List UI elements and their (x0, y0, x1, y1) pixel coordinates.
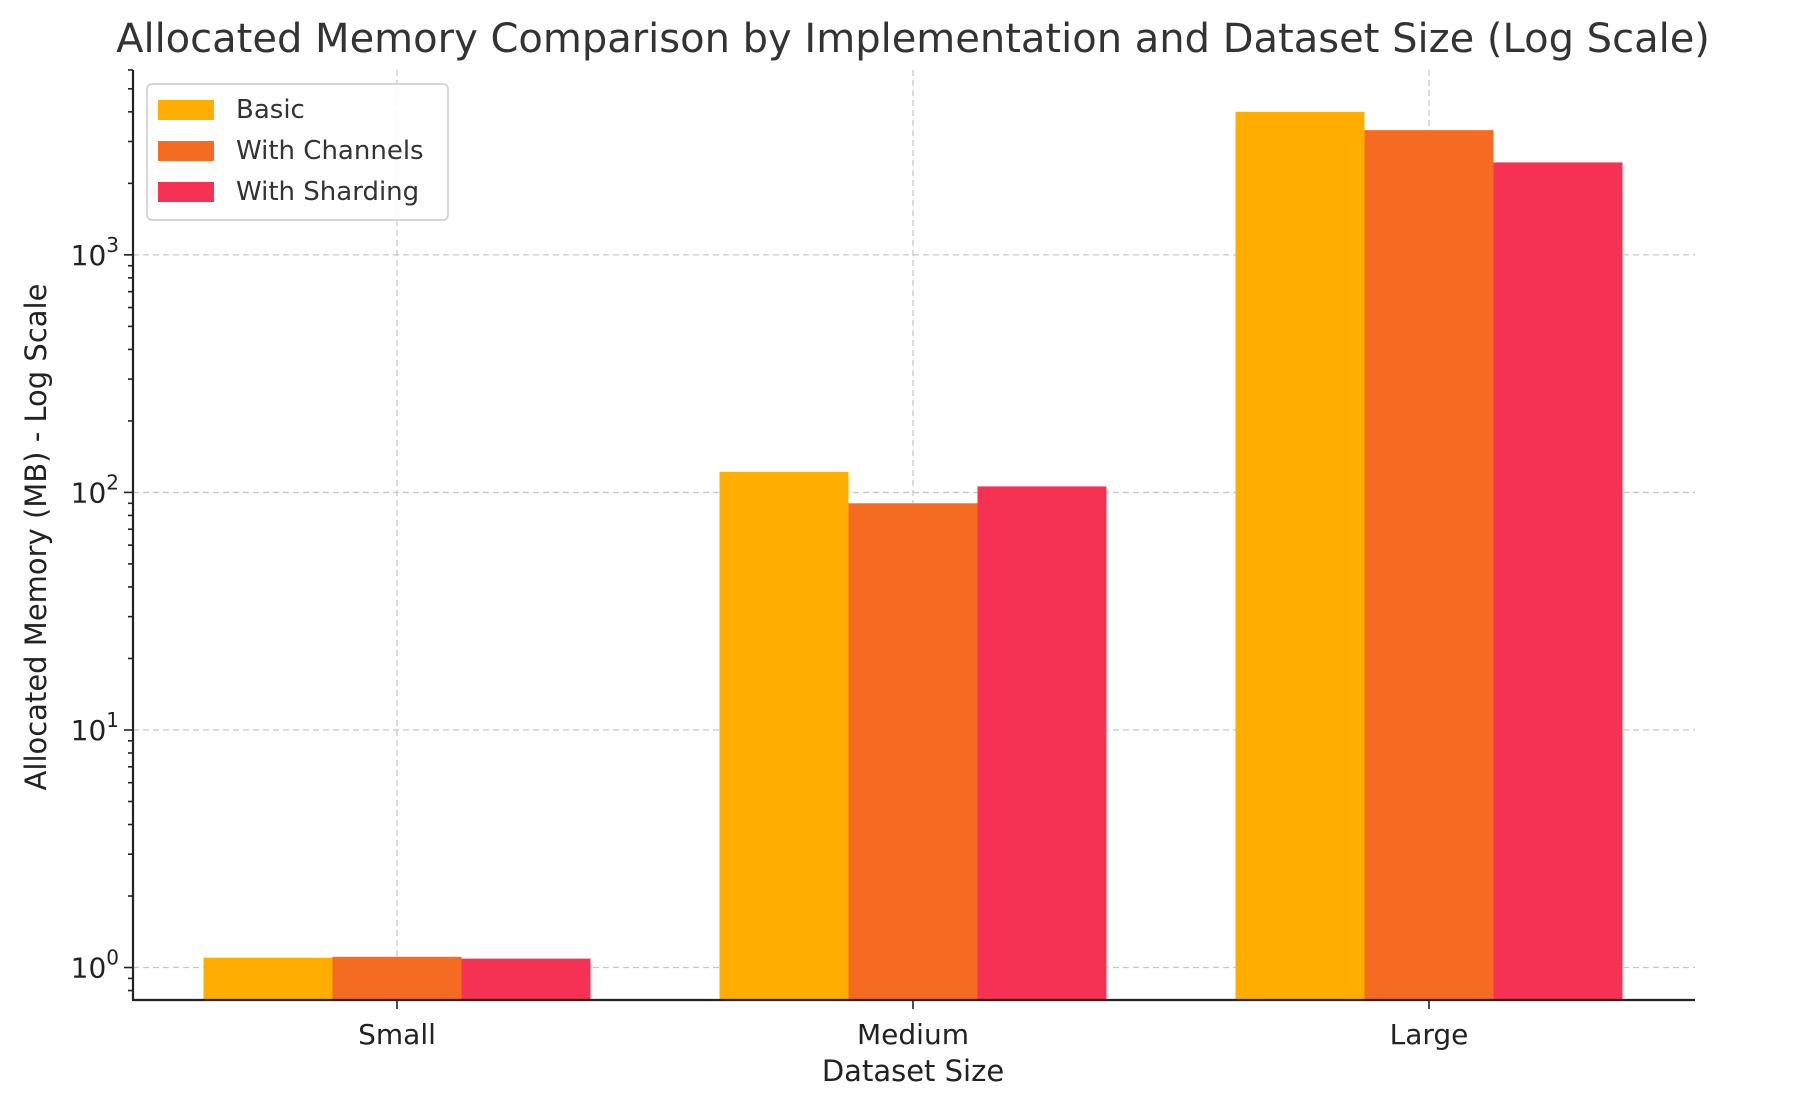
x-axis-label: Dataset Size (822, 1054, 1004, 1088)
x-tick-label-small: Small (358, 1018, 436, 1051)
legend-box (146, 83, 449, 221)
bar-large-3 (1493, 162, 1623, 1000)
bar-large-1 (1235, 111, 1365, 1001)
bar-small-3 (461, 958, 591, 1000)
x-tick-label-large: Large (1390, 1018, 1469, 1051)
bar-small-2 (332, 956, 462, 1000)
axes (124, 69, 1695, 1009)
y-tick-label: 103 (71, 233, 119, 272)
bar-medium-2 (848, 503, 978, 1000)
bar-medium-3 (977, 486, 1107, 1001)
x-tick-label-medium: Medium (857, 1018, 969, 1051)
legend-label-2: With Channels (236, 136, 424, 166)
bar-large-2 (1364, 130, 1494, 1000)
legend-swatch-2 (158, 141, 214, 161)
bar-small-1 (203, 957, 333, 1000)
legend-label-3: With Sharding (236, 177, 419, 207)
y-tick-label: 101 (71, 708, 119, 747)
tick-labels: 100 101 102 103 Small Medium Large (71, 233, 1469, 1051)
y-tick-label: 100 (71, 946, 119, 985)
bars (203, 111, 1623, 1001)
legend: Basic With Channels With Sharding (146, 83, 449, 221)
legend-swatch-1 (158, 100, 214, 120)
y-tick-label: 102 (71, 470, 119, 509)
chart-title: Allocated Memory Comparison by Implement… (116, 16, 1710, 62)
bar-medium-1 (719, 471, 849, 1000)
legend-label-1: Basic (236, 95, 305, 125)
y-axis-label: Allocated Memory (MB) - Log Scale (19, 284, 53, 791)
legend-swatch-3 (158, 182, 214, 202)
